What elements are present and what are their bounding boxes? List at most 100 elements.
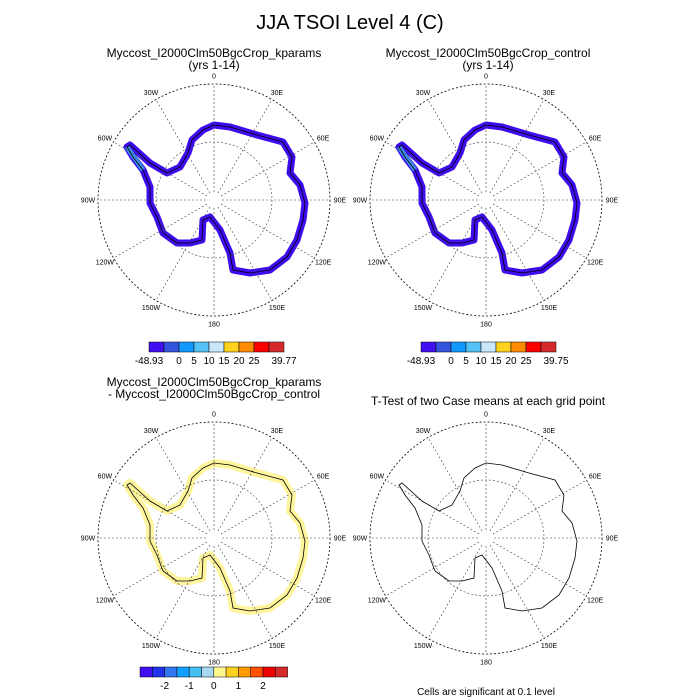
longitude-label: 60E xyxy=(317,474,330,481)
panel-4-title-line1: T-Test of two Case means at each grid po… xyxy=(370,394,606,408)
longitude-label: 120W xyxy=(96,598,115,605)
longitude-label: 90E xyxy=(334,536,347,543)
colorbar-swatch xyxy=(213,666,227,678)
colorbar-label: 0 xyxy=(448,356,454,367)
longitude-label: 150E xyxy=(541,305,558,312)
longitude-label: 120E xyxy=(315,598,332,605)
longitude-label: 90E xyxy=(606,198,619,205)
longitude-label: 30W xyxy=(144,90,159,97)
polar-map-panel-3: 0 30E 60E 90E 120E 150E 180 150W 120W 90W 60W 30W xyxy=(81,412,347,667)
meridian-line xyxy=(489,206,545,301)
colorbar-swatch xyxy=(480,341,497,353)
panel-3-title-line2: - Myccost_I2000Clm50BgcCrop_control xyxy=(107,387,321,401)
longitude-label: 90W xyxy=(81,198,96,205)
meridian-line xyxy=(489,544,545,639)
longitude-label: 30E xyxy=(543,90,556,97)
meridian-line xyxy=(217,437,273,532)
meridian-line xyxy=(113,541,208,597)
soil-temp-coastal-fill xyxy=(123,121,309,277)
longitude-label: 120W xyxy=(368,598,387,605)
meridian-line xyxy=(113,203,208,259)
meridian-line xyxy=(492,141,587,197)
panel-1-title-line1: Myccost_I2000Clm50BgcCrop_kparams xyxy=(106,46,322,60)
colorbar-swatch xyxy=(450,341,467,353)
longitude-label: 150W xyxy=(142,305,161,312)
colorbar-swatch xyxy=(193,341,210,353)
longitude-label: 120W xyxy=(96,260,115,267)
longitude-label: 150W xyxy=(414,643,433,650)
colorbar-label: -1 xyxy=(185,681,194,692)
longitude-label: 90E xyxy=(334,198,347,205)
longitude-label: 180 xyxy=(480,322,492,329)
colorbar-label: 15 xyxy=(490,356,502,367)
colorbar-label: 5 xyxy=(191,356,197,367)
longitude-label: 60W xyxy=(98,136,113,143)
figure-title: JJA TSOI Level 4 (C) xyxy=(256,12,444,34)
longitude-label: 60W xyxy=(370,136,385,143)
colorbar-swatch xyxy=(188,666,202,678)
soil-temp-coastal-fill xyxy=(395,121,581,277)
longitude-label: 120E xyxy=(587,260,604,267)
colorbar-swatch xyxy=(510,341,527,353)
colorbar-swatch xyxy=(465,341,482,353)
longitude-label: 150E xyxy=(541,643,558,650)
colorbar-label: 10 xyxy=(475,356,487,367)
colorbar-swatch xyxy=(435,341,452,353)
colorbar-swatch xyxy=(238,666,251,678)
colorbar-swatch xyxy=(540,341,557,353)
colorbar-swatch xyxy=(275,666,288,678)
colorbar-label: 0 xyxy=(211,681,217,692)
meridian-line xyxy=(155,437,211,532)
colorbar-label: -48.93 xyxy=(135,356,164,367)
panel-1-title-line2: (yrs 1-14) xyxy=(188,58,240,72)
colorbar-label: 15 xyxy=(218,356,230,367)
colorbar-swatch xyxy=(139,666,153,678)
meridian-line xyxy=(220,141,315,197)
longitude-label: 30W xyxy=(416,90,431,97)
longitude-label: 30E xyxy=(271,428,284,435)
colorbar-swatch xyxy=(176,666,190,678)
longitude-label: 30E xyxy=(543,428,556,435)
panel-2-title: Myccost_I2000Clm50BgcCrop_control (yrs 1… xyxy=(338,47,638,71)
meridian-line xyxy=(155,544,211,639)
longitude-label: 180 xyxy=(208,322,220,329)
colorbar-label: 20 xyxy=(505,356,517,367)
meridian-line xyxy=(427,206,483,301)
map-boundary-circle xyxy=(97,421,331,655)
colorbar-swatch xyxy=(164,666,178,678)
longitude-label: 0 xyxy=(484,74,488,81)
colorbar-swatch xyxy=(225,666,239,678)
longitude-label: 60E xyxy=(589,474,602,481)
meridian-line xyxy=(489,437,545,532)
meridian-line xyxy=(220,541,315,597)
longitude-label: 0 xyxy=(212,412,216,419)
colorbar-swatch xyxy=(148,341,165,353)
longitude-label: 180 xyxy=(208,660,220,667)
longitude-label: 60W xyxy=(370,474,385,481)
longitude-label: 180 xyxy=(480,660,492,667)
colorbar-label: 25 xyxy=(248,356,260,367)
meridian-line xyxy=(492,541,587,597)
longitude-label: 90W xyxy=(353,536,368,543)
colorbar-swatch xyxy=(163,341,180,353)
colorbar-swatch xyxy=(250,666,264,678)
map-boundary-circle xyxy=(369,421,603,655)
panel-2-title-line2: (yrs 1-14) xyxy=(462,58,514,72)
colorbar-label: 10 xyxy=(203,356,215,367)
longitude-label: 30E xyxy=(271,90,284,97)
meridian-line xyxy=(217,99,273,194)
longitude-label: 90W xyxy=(353,198,368,205)
meridian-line xyxy=(220,479,315,535)
colorbar-swatch xyxy=(201,666,215,678)
colorbar-3: -2 -1 0 1 2 xyxy=(139,666,288,692)
panel-2-title-line1: Myccost_I2000Clm50BgcCrop_control xyxy=(385,46,591,60)
colorbar-swatch xyxy=(152,666,165,678)
longitude-label: 30W xyxy=(144,428,159,435)
colorbar-1: -48.93 0 5 10 15 20 25 39.77 xyxy=(135,341,297,367)
panel-3-title: Myccost_I2000Clm50BgcCrop_kparams - Mycc… xyxy=(64,376,364,400)
colorbar-label: 2 xyxy=(260,681,266,692)
meridian-line xyxy=(220,203,315,259)
antarctica-coastline xyxy=(398,124,578,274)
colorbar-swatch xyxy=(223,341,240,353)
